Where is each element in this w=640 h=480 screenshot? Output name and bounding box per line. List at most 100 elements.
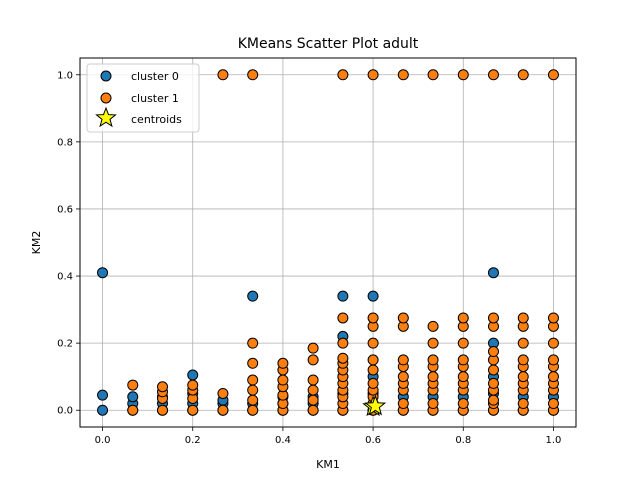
- x-tick-label: 1.0: [546, 435, 562, 446]
- data-point: [247, 404, 259, 416]
- data-point: [217, 387, 229, 399]
- data-point: [397, 371, 409, 383]
- data-point: [277, 374, 289, 386]
- data-point: [247, 394, 259, 406]
- data-point: [157, 404, 169, 416]
- data-point: [397, 69, 409, 81]
- data-point: [547, 371, 559, 383]
- data-point: [427, 69, 439, 81]
- data-point: [427, 371, 439, 383]
- data-point: [307, 394, 319, 406]
- series-centroids: [362, 394, 387, 417]
- x-axis-label: KM1: [316, 458, 340, 471]
- data-point: [367, 312, 379, 324]
- data-point: [517, 371, 529, 383]
- data-point: [307, 384, 319, 396]
- data-point: [127, 404, 139, 416]
- data-point: [517, 312, 529, 324]
- plot-frame: [79, 57, 577, 428]
- x-tick-label: 0.4: [275, 435, 291, 446]
- legend-label-cluster-0: cluster 0: [131, 70, 179, 83]
- y-tick-label: 0.0: [57, 406, 73, 417]
- data-point: [427, 398, 439, 410]
- data-point: [517, 69, 529, 81]
- data-point: [487, 394, 499, 406]
- data-point: [247, 374, 259, 386]
- data-point: [487, 69, 499, 81]
- legend-marker-cluster-1: [100, 92, 112, 104]
- data-point: [277, 357, 289, 369]
- y-axis-label: KM2: [30, 231, 43, 255]
- y-tick-label: 0.6: [57, 204, 73, 215]
- y-tick-label: 0.4: [57, 272, 73, 283]
- data-point: [427, 320, 439, 332]
- data-point: [97, 404, 109, 416]
- data-point: [487, 377, 499, 389]
- axis-ticks: 0.0 0.2 0.4 0.6 0.8 1.0 0.0 0.2 0.4 0.6 0.8 1.0: [57, 70, 561, 446]
- data-point: [97, 389, 109, 401]
- data-point: [337, 69, 349, 81]
- data-point: [457, 69, 469, 81]
- data-point: [247, 384, 259, 396]
- x-tick-label: 0.8: [455, 435, 471, 446]
- data-point: [247, 290, 259, 302]
- data-point: [247, 357, 259, 369]
- data-point: [397, 312, 409, 324]
- data-point: [247, 337, 259, 349]
- data-point: [457, 354, 469, 366]
- data-point: [307, 404, 319, 416]
- data-point: [217, 69, 229, 81]
- y-tick-label: 1.0: [57, 70, 73, 81]
- y-tick-label: 0.2: [57, 339, 73, 350]
- data-point: [427, 337, 439, 349]
- data-point: [397, 354, 409, 366]
- data-point: [487, 267, 499, 279]
- x-tick-label: 0.2: [185, 435, 201, 446]
- data-point: [547, 69, 559, 81]
- data-point: [457, 312, 469, 324]
- data-point: [487, 346, 499, 358]
- data-point: [187, 369, 199, 381]
- x-tick-label: 0.6: [365, 435, 381, 446]
- series-cluster-1: [127, 69, 559, 416]
- data-point: [397, 398, 409, 410]
- centroid-point: [364, 394, 387, 416]
- data-point: [517, 354, 529, 366]
- data-point: [367, 364, 379, 376]
- data-point: [127, 391, 139, 403]
- data-point: [187, 404, 199, 416]
- data-point: [367, 69, 379, 81]
- data-points: [97, 69, 559, 417]
- data-point: [127, 379, 139, 391]
- legend-label-centroids: centroids: [131, 113, 182, 126]
- data-point: [457, 398, 469, 410]
- data-point: [367, 290, 379, 302]
- data-point: [157, 381, 169, 393]
- data-point: [547, 354, 559, 366]
- legend-label-cluster-1: cluster 1: [131, 92, 179, 105]
- legend-marker-cluster-0: [100, 70, 112, 82]
- data-point: [247, 69, 259, 81]
- data-point: [367, 337, 379, 349]
- grid-lines: [80, 58, 576, 427]
- data-point: [367, 377, 379, 389]
- data-point: [337, 352, 349, 364]
- data-point: [547, 398, 559, 410]
- data-point: [187, 379, 199, 391]
- data-point: [547, 337, 559, 349]
- data-point: [367, 354, 379, 366]
- data-point: [97, 267, 109, 279]
- data-point: [487, 364, 499, 376]
- data-point: [217, 404, 229, 416]
- data-point: [547, 312, 559, 324]
- data-point: [457, 371, 469, 383]
- data-point: [307, 342, 319, 354]
- data-point: [457, 337, 469, 349]
- data-point: [487, 312, 499, 324]
- data-point: [307, 354, 319, 366]
- chart-title: KMeans Scatter Plot adult: [238, 36, 419, 52]
- data-point: [337, 312, 349, 324]
- legend-marker-centroids: [95, 106, 117, 128]
- data-point: [307, 374, 319, 386]
